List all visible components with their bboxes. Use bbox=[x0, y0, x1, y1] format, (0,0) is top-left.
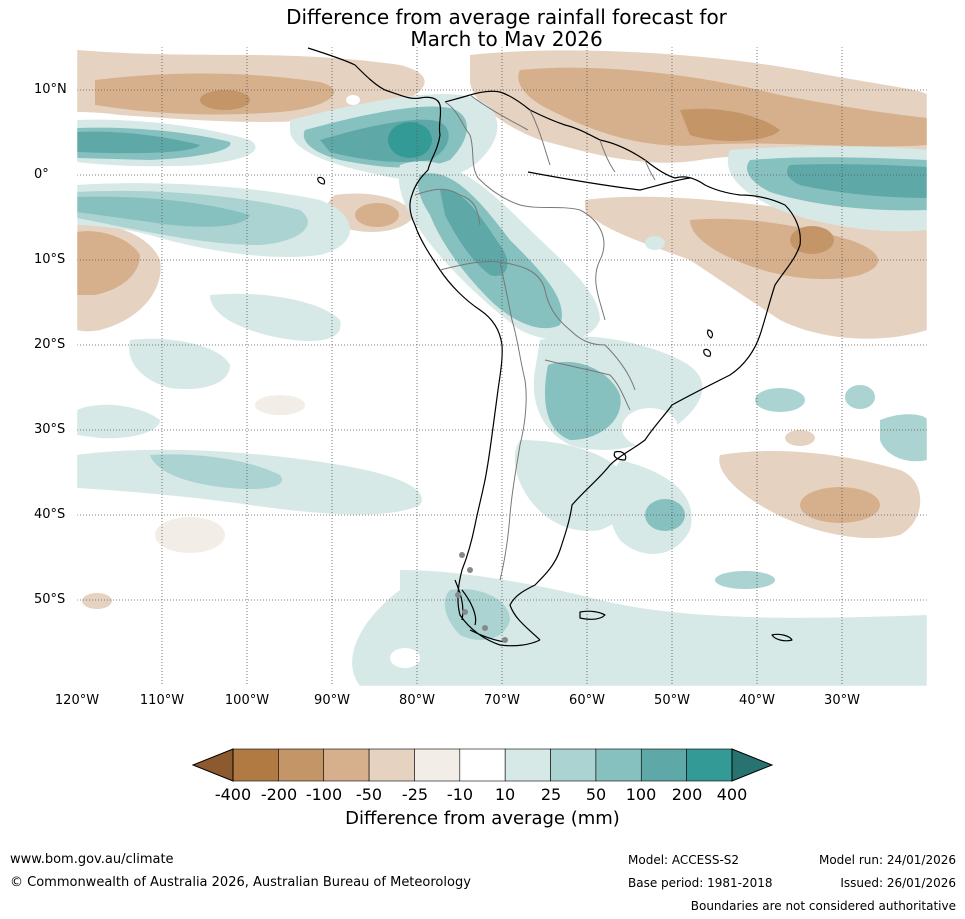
colorbar-swatch bbox=[368, 748, 415, 782]
colorbar-label: 10 bbox=[494, 785, 516, 804]
colorbar-label: -10 bbox=[446, 785, 474, 804]
colorbar-swatch bbox=[595, 748, 642, 782]
coastlines bbox=[307, 47, 801, 647]
colorbar-swatch bbox=[459, 748, 506, 782]
lon-tick-80w: 80°W bbox=[399, 693, 435, 708]
lat-tick-20s: 20°S bbox=[34, 337, 66, 352]
colorbar-label: -400 bbox=[214, 785, 252, 804]
colorbar-swatch bbox=[323, 748, 370, 782]
map-plot-area bbox=[77, 47, 927, 686]
colorbar-right-arrow bbox=[731, 748, 774, 782]
wetter-regions bbox=[77, 94, 927, 686]
copyright-text: © Commonwealth of Australia 2026, Austra… bbox=[10, 875, 471, 890]
lat-tick-30s: 30°S bbox=[34, 422, 66, 437]
colorbar-swatch bbox=[414, 748, 461, 782]
lon-tick-40w: 40°W bbox=[739, 693, 775, 708]
disclaimer: Boundaries are not considered authoritat… bbox=[690, 899, 956, 913]
model-run-date: Model run: 24/01/2026 bbox=[818, 853, 956, 867]
lon-tick-100w: 100°W bbox=[224, 693, 270, 708]
colorbar-swatch bbox=[550, 748, 597, 782]
colorbar-left-arrow bbox=[191, 748, 234, 782]
colorbar-swatch bbox=[232, 748, 279, 782]
colorbar-swatch bbox=[640, 748, 687, 782]
website-link[interactable]: www.bom.gov.au/climate bbox=[10, 852, 174, 867]
lon-tick-110w: 110°W bbox=[139, 693, 185, 708]
map-gridlines bbox=[77, 47, 927, 686]
colorbar-swatch bbox=[278, 748, 325, 782]
colorbar-title: Difference from average (mm) bbox=[345, 808, 620, 829]
map-title-line1: Difference from average rainfall forecas… bbox=[286, 5, 727, 29]
lon-tick-90w: 90°W bbox=[314, 693, 350, 708]
lon-tick-70w: 70°W bbox=[484, 693, 520, 708]
issued-date: Issued: 26/01/2026 bbox=[840, 876, 956, 890]
model-name: Model: ACCESS-S2 bbox=[628, 853, 740, 867]
colorbar-label: -25 bbox=[401, 785, 429, 804]
map-title-line2: March to May 2026 bbox=[410, 27, 603, 51]
lon-tick-30w: 30°W bbox=[824, 693, 860, 708]
colorbar-label: 25 bbox=[540, 785, 562, 804]
colorbar-label: -50 bbox=[355, 785, 383, 804]
lon-tick-120w: 120°W bbox=[54, 693, 100, 708]
colorbar-label: -200 bbox=[260, 785, 298, 804]
colorbar-label: 200 bbox=[671, 785, 703, 804]
patagonia-islands bbox=[455, 552, 508, 643]
lat-tick-10n: 10°N bbox=[34, 82, 67, 97]
lat-tick-10s: 10°S bbox=[34, 252, 66, 267]
colorbar bbox=[191, 748, 774, 782]
country-borders bbox=[414, 94, 656, 581]
colorbar-label: 100 bbox=[625, 785, 657, 804]
colorbar-label: 50 bbox=[585, 785, 607, 804]
colorbar-label: 400 bbox=[716, 785, 748, 804]
colorbar-swatch bbox=[504, 748, 551, 782]
colorbar-label: -100 bbox=[305, 785, 343, 804]
colorbar-swatch bbox=[686, 748, 733, 782]
lon-tick-60w: 60°W bbox=[569, 693, 605, 708]
lat-tick-40s: 40°S bbox=[34, 507, 66, 522]
lat-tick-0: 0° bbox=[34, 167, 49, 182]
base-period: Base period: 1981-2018 bbox=[628, 876, 773, 890]
lon-tick-50w: 50°W bbox=[654, 693, 690, 708]
drier-regions bbox=[77, 50, 927, 609]
lat-tick-50s: 50°S bbox=[34, 592, 66, 607]
